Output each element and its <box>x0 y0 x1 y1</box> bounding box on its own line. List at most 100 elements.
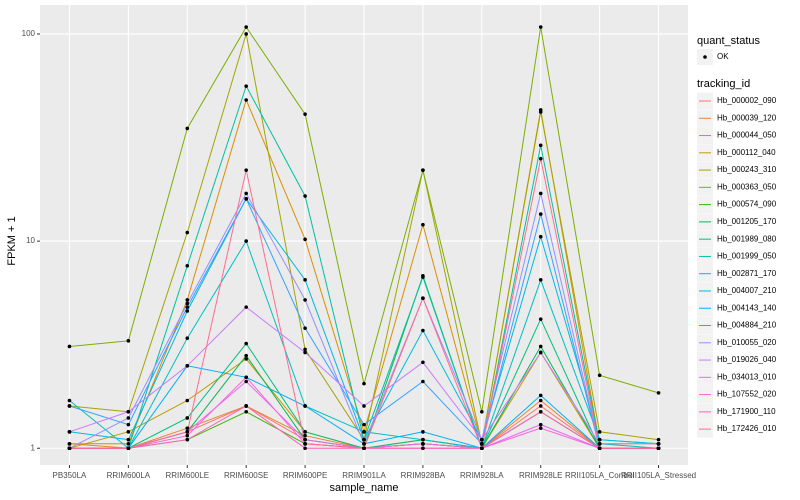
data-point <box>67 398 72 403</box>
data-point <box>244 357 248 361</box>
data-point <box>303 298 307 302</box>
data-point <box>597 373 602 378</box>
x-tick-label: RRIM600PE <box>283 471 327 480</box>
data-point <box>597 442 602 446</box>
data-point <box>303 430 307 434</box>
data-point <box>362 430 366 434</box>
data-point <box>185 263 190 268</box>
data-point <box>244 197 248 201</box>
data-point <box>421 296 425 301</box>
legend-key <box>703 55 707 59</box>
data-point <box>185 426 190 430</box>
legend: OK Hb_000002_090 Hb_000039_120 Hb_000044_05… <box>697 49 777 438</box>
legend-label: Hb_000243_310 <box>717 165 777 174</box>
data-point <box>421 168 425 172</box>
x-tick-label: RRIM928LA <box>460 471 504 480</box>
data-point <box>480 409 484 414</box>
data-point <box>538 350 543 355</box>
data-point <box>303 112 307 116</box>
data-point <box>244 239 248 243</box>
y-tick-label: 10 <box>26 236 35 245</box>
legend-label: Hb_001999_050 <box>717 252 777 261</box>
data-point <box>244 191 248 196</box>
x-tick-label: RRIM600LA <box>107 471 151 480</box>
data-point <box>126 437 131 442</box>
data-point <box>244 168 248 172</box>
data-point <box>303 446 307 451</box>
data-point <box>362 422 366 427</box>
data-point <box>538 156 543 161</box>
data-point <box>362 381 366 386</box>
data-point <box>185 230 190 235</box>
data-point <box>185 398 190 403</box>
data-point <box>67 446 72 451</box>
data-point <box>244 379 248 384</box>
data-point <box>538 25 543 29</box>
data-point <box>538 191 543 196</box>
data-point <box>480 442 484 446</box>
data-point <box>244 305 248 309</box>
data-point <box>362 446 366 451</box>
x-tick-label: RRIM600LE <box>165 471 209 480</box>
data-point <box>421 328 425 333</box>
shape-legend-title: quant_status <box>697 35 760 47</box>
data-point <box>244 25 248 29</box>
data-point <box>538 404 543 408</box>
data-point <box>421 437 425 442</box>
x-axis-title: sample_name <box>329 482 398 494</box>
grid <box>40 5 688 465</box>
plot-area <box>67 25 661 451</box>
data-point <box>421 360 425 365</box>
data-point <box>244 353 248 358</box>
data-point <box>480 437 484 442</box>
data-point <box>126 442 131 446</box>
data-point <box>185 430 190 434</box>
data-point <box>597 446 602 451</box>
data-point <box>538 212 543 216</box>
data-point <box>185 301 190 306</box>
data-point <box>538 344 543 349</box>
legend-label: Hb_000002_090 <box>717 96 777 105</box>
data-point <box>421 275 425 279</box>
legend-label: Hb_001989_080 <box>717 234 777 243</box>
legend-label: Hb_000039_120 <box>717 113 777 122</box>
legend-label: Hb_107552_020 <box>717 390 777 399</box>
data-point <box>303 350 307 355</box>
data-point <box>538 398 543 403</box>
legend-label: Hb_000112_040 <box>717 148 776 157</box>
data-point <box>303 433 307 438</box>
legend-label: Hb_004143_140 <box>717 303 777 312</box>
data-point <box>185 126 190 131</box>
data-point <box>303 442 307 446</box>
color-legend-title: tracking_id <box>697 78 750 90</box>
legend-label: Hb_034013_010 <box>717 372 777 381</box>
data-point <box>303 404 307 408</box>
data-point <box>597 430 602 434</box>
data-point <box>362 404 366 408</box>
data-point <box>538 317 543 321</box>
data-point <box>303 326 307 330</box>
legend-label: Hb_001205_170 <box>717 217 777 226</box>
data-point <box>421 442 425 446</box>
data-point <box>126 430 131 434</box>
data-point <box>185 364 190 368</box>
y-tick-label: 1 <box>31 443 36 452</box>
data-point <box>303 237 307 242</box>
legend-label: Hb_010055_020 <box>717 338 777 347</box>
data-point <box>303 347 307 352</box>
legend-label: Hb_000044_050 <box>717 131 777 140</box>
data-point <box>67 344 72 349</box>
x-tick-label: RRIM901LA <box>342 471 386 480</box>
legend-label: Hb_000574_090 <box>717 200 777 209</box>
x-tick-label: RRII105LA_Control <box>565 471 635 480</box>
data-point <box>244 341 248 346</box>
legend-label: Hb_171900_110 <box>717 407 776 416</box>
data-point <box>538 234 543 239</box>
data-point <box>538 409 543 414</box>
data-point <box>656 442 661 446</box>
y-tick-label: 100 <box>22 29 36 38</box>
legend-label: Hb_019026_040 <box>717 355 777 364</box>
legend-label: OK <box>717 52 729 61</box>
x-tick-label: RRIM600SE <box>224 471 268 480</box>
